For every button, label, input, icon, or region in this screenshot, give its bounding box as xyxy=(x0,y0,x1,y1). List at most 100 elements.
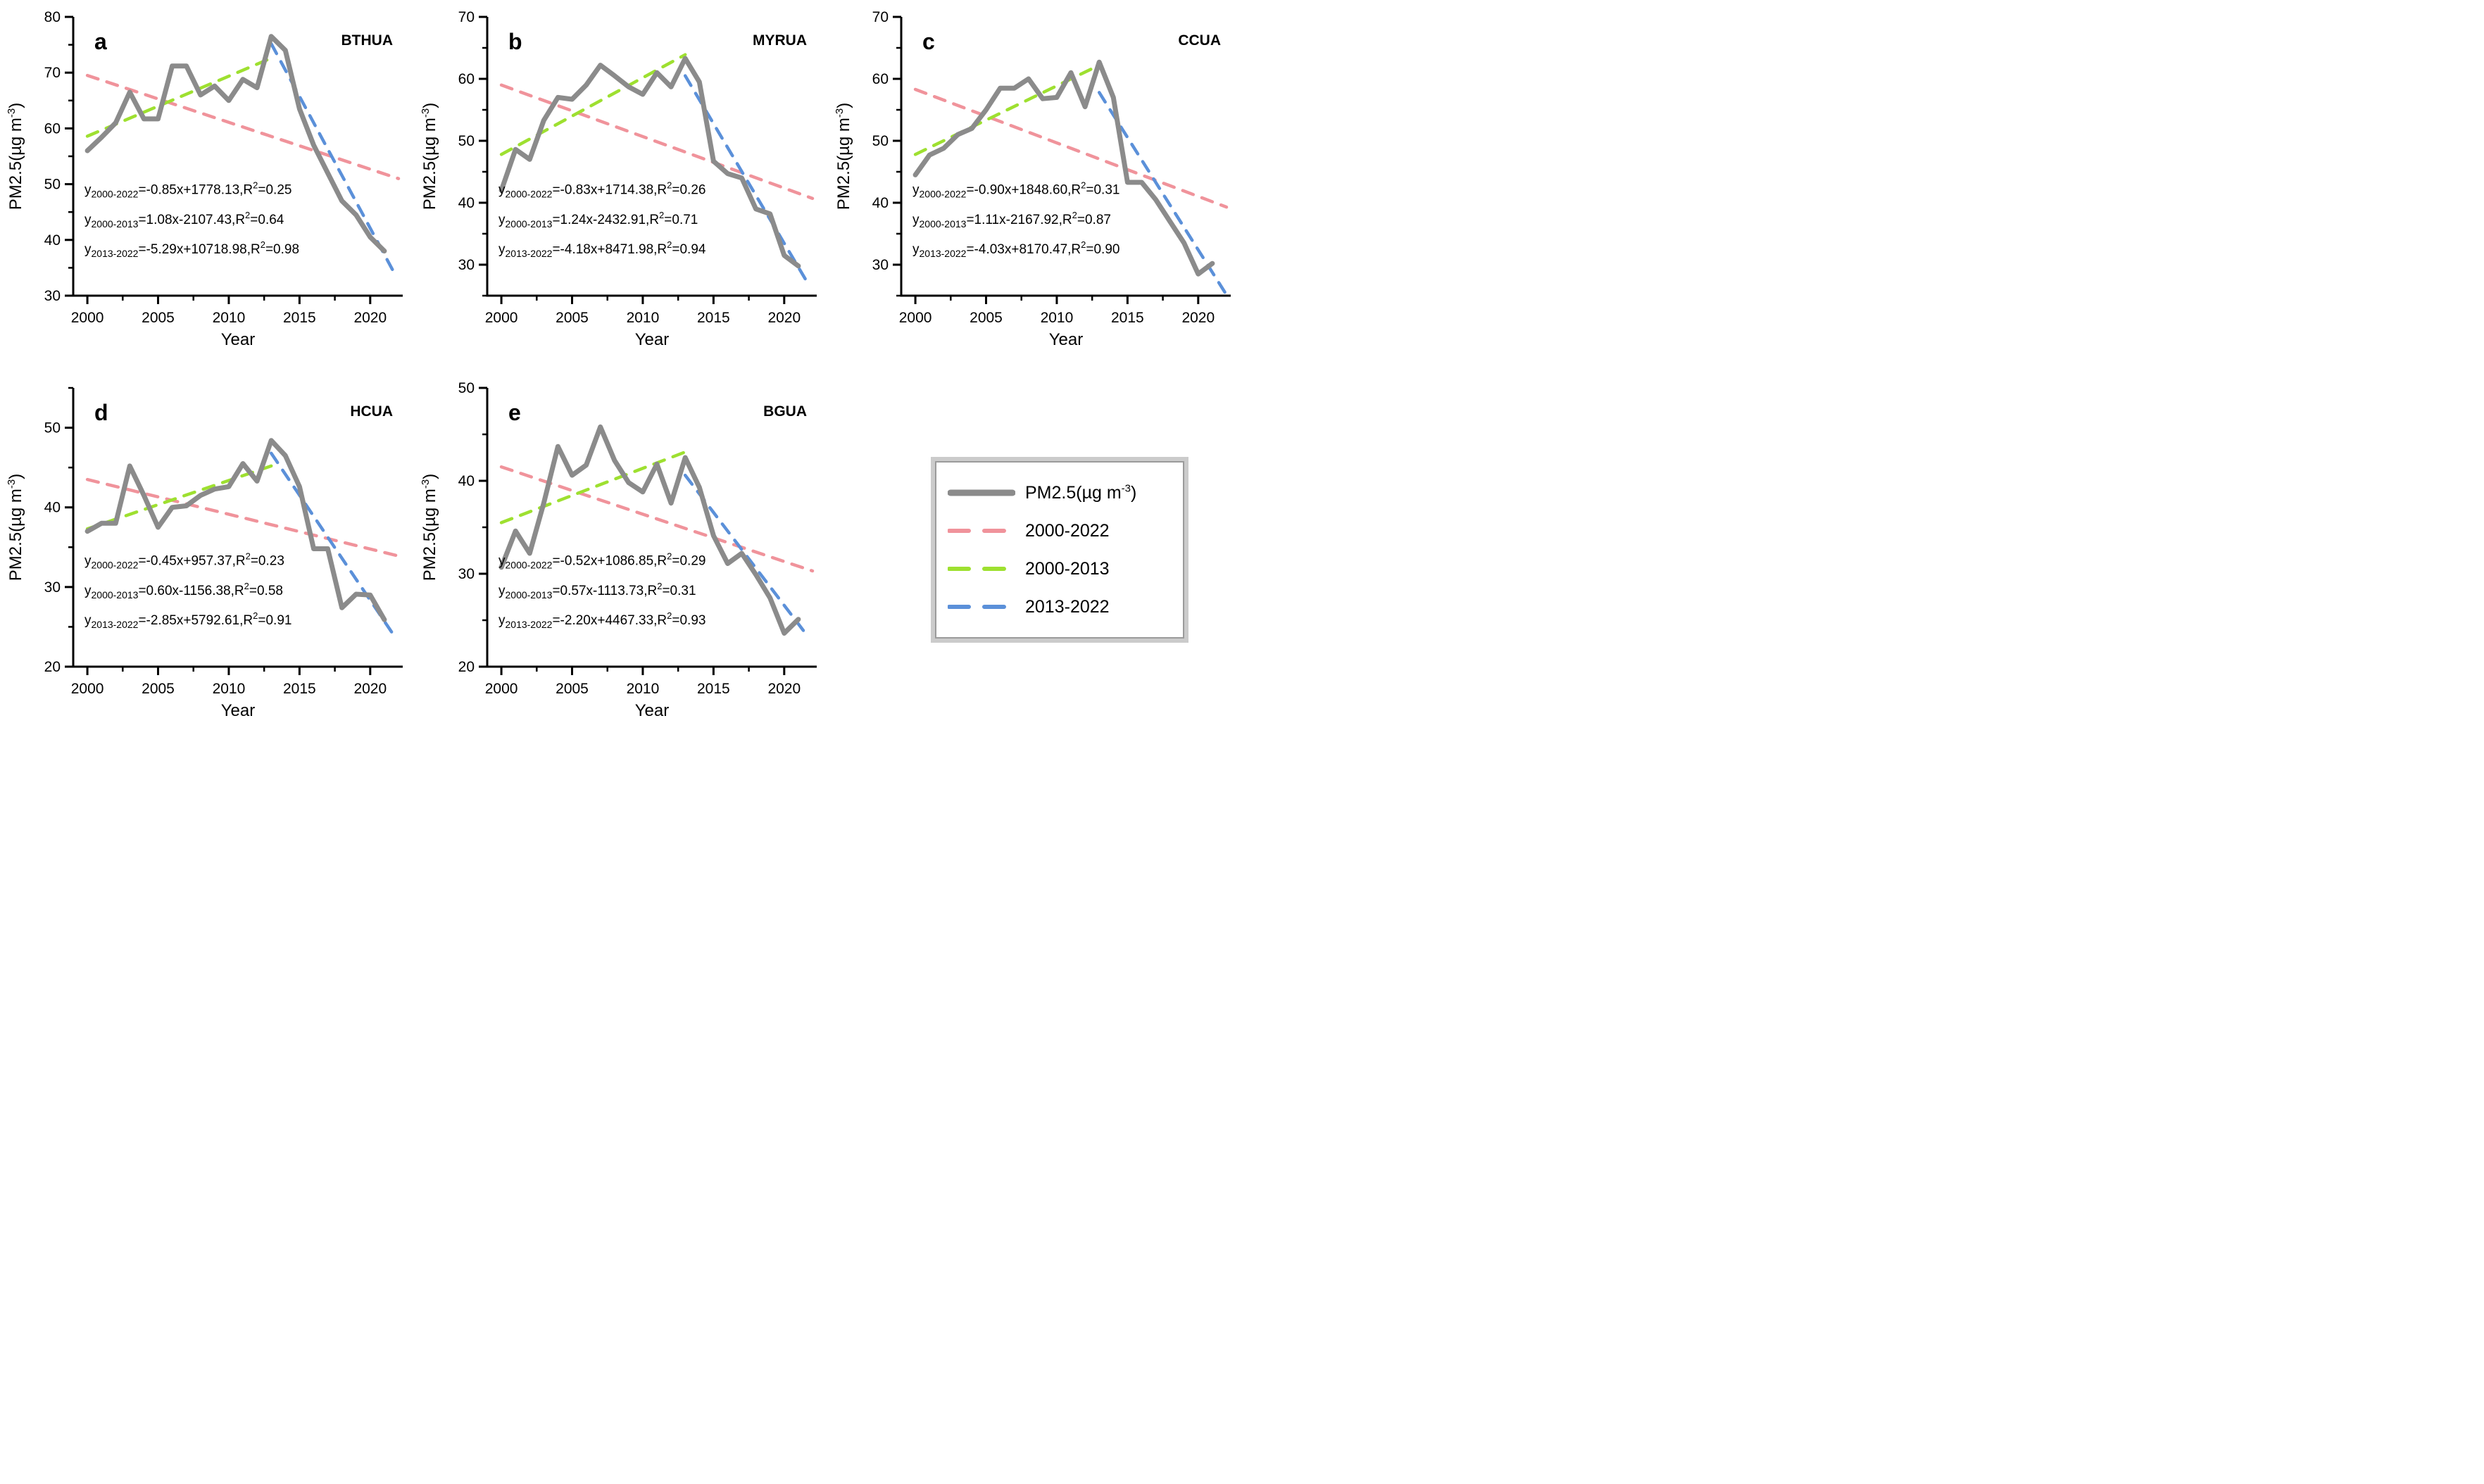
equation-2000-2022-e: y2000-2022=-0.52x+1086.85,R2=0.29 xyxy=(498,551,705,570)
panel-c-chart: 30 40 50 60 70 2000 2005 2010 2015 2020 Year PM2.5(… xyxy=(834,9,1231,349)
legend-label-2000-2022: 2000-2022 xyxy=(1025,520,1110,541)
y-tick-label: 50 xyxy=(872,133,889,149)
panel-letter-c: c xyxy=(922,29,935,54)
y-axis-title: PM2.5(µg m-3) xyxy=(834,103,853,210)
y-tick-label: 20 xyxy=(458,659,475,675)
x-tick-label: 2005 xyxy=(142,310,175,326)
x-tick-label: 2015 xyxy=(283,310,316,326)
x-tick-label: 2020 xyxy=(1181,310,1215,326)
panel-a-cell: 30 40 50 60 70 80 2000 2005 2010 2015 2020 Year PM2.… xyxy=(0,0,414,371)
y-tick-label: 50 xyxy=(458,133,475,149)
panel-e-chart: 20 30 40 50 2000 2005 2010 2015 2020 Year PM2.5(µg… xyxy=(420,380,817,720)
y-axis-title: PM2.5(µg m-3) xyxy=(6,474,25,581)
y-tick-label: 50 xyxy=(44,420,61,436)
y-tick-label: 30 xyxy=(44,288,61,304)
legend-item-pm25: PM2.5(µg m-3) xyxy=(948,474,1176,512)
equation-2000-2013-d: y2000-2013=0.60x-1156.38,R2=0.58 xyxy=(84,581,283,600)
y-axis-title: PM2.5(µg m-3) xyxy=(420,474,439,581)
y-tick-label: 70 xyxy=(458,9,475,25)
y-tick-label: 40 xyxy=(872,195,889,211)
x-tick-label: 2000 xyxy=(485,310,518,326)
y-tick-label: 70 xyxy=(44,65,61,81)
x-tick-label: 2010 xyxy=(213,310,246,326)
equation-2000-2022-d: y2000-2022=-0.45x+957.37,R2=0.23 xyxy=(84,551,284,570)
y-tick-label: 30 xyxy=(872,257,889,273)
panel-title-b: MYRUA xyxy=(753,32,807,49)
legend-label-pm25: PM2.5(µg m-3) xyxy=(1025,482,1137,503)
equation-2013-2022-d: y2013-2022=-2.85x+5792.61,R2=0.91 xyxy=(84,610,291,630)
x-tick-label: 2000 xyxy=(485,681,518,697)
y-tick-label: 40 xyxy=(458,473,475,489)
x-tick-label: 2020 xyxy=(353,681,387,697)
y-tick-label: 40 xyxy=(44,232,61,249)
x-tick-label: 2015 xyxy=(1111,310,1144,326)
y-tick-label: 30 xyxy=(44,579,61,596)
pm25-line-sample xyxy=(948,489,1015,496)
panel-b-chart: 30 40 50 60 70 2000 2005 2010 2015 2020 Year PM2.5(… xyxy=(420,9,817,349)
pm25-line-d xyxy=(84,438,387,622)
x-axis-title: Year xyxy=(635,330,670,349)
trend-2000-2022-sample xyxy=(948,529,1015,533)
x-tick-label: 2010 xyxy=(1041,310,1074,326)
pm25-trends-figure: 30 40 50 60 70 80 2000 2005 2010 2015 2020 Year PM2.… xyxy=(0,0,1242,742)
panel-letter-b: b xyxy=(508,29,522,54)
pm25-line-c xyxy=(912,59,1215,277)
x-tick-label: 2020 xyxy=(767,681,801,697)
x-axis-title: Year xyxy=(1049,330,1084,349)
panel-d-chart: 20 30 40 50 2000 2005 2010 2015 2020 Year PM2.5(µg… xyxy=(6,386,403,720)
panel-title-a: BTHUA xyxy=(341,32,394,49)
equation-2000-2022-b: y2000-2022=-0.83x+1714.38,R2=0.26 xyxy=(498,180,705,199)
equation-2000-2022-c: y2000-2022=-0.90x+1848.60,R2=0.31 xyxy=(912,180,1119,199)
trend-line-2000_2013-b xyxy=(499,53,687,156)
panel-letter-a: a xyxy=(94,29,107,54)
equation-2000-2022-a: y2000-2022=-0.85x+1778.13,R2=0.25 xyxy=(84,180,291,199)
y-tick-label: 60 xyxy=(458,71,475,87)
trend-line-2000_2022-e xyxy=(499,465,815,573)
legend-label-2000-2013: 2000-2013 xyxy=(1025,558,1110,579)
trend-line-2013_2022-e xyxy=(683,473,810,639)
x-tick-label: 2020 xyxy=(353,310,387,326)
x-tick-label: 2000 xyxy=(899,310,932,326)
x-tick-label: 2010 xyxy=(627,310,660,326)
equation-2000-2013-b: y2000-2013=1.24x-2432.91,R2=0.71 xyxy=(498,210,698,229)
trend-line-2000_2022-a xyxy=(85,73,401,180)
legend-inner: PM2.5(µg m-3) 2000-2022 2000-2013 xyxy=(935,461,1184,639)
y-axis-title: PM2.5(µg m-3) xyxy=(6,103,25,210)
panel-c-cell: 30 40 50 60 70 2000 2005 2010 2015 2020 Year PM2.5(… xyxy=(828,0,1242,371)
equation-2013-2022-c: y2013-2022=-4.03x+8170.47,R2=0.90 xyxy=(912,239,1119,259)
trend-line-2000_2022-d xyxy=(85,477,401,558)
panel-title-c: CCUA xyxy=(1178,32,1221,49)
y-tick-label: 60 xyxy=(44,120,61,137)
equation-2013-2022-a: y2013-2022=-5.29x+10718.98,R2=0.98 xyxy=(84,239,299,259)
pm25-line-e xyxy=(498,424,801,636)
pm25-line-b xyxy=(498,56,801,269)
x-tick-label: 2005 xyxy=(970,310,1003,326)
trend-line-2000_2022-b xyxy=(499,83,815,201)
y-tick-label: 50 xyxy=(44,177,61,193)
pm25-line-a xyxy=(84,34,387,254)
trend-line-2000_2013-a xyxy=(85,56,273,138)
x-tick-label: 2000 xyxy=(71,681,104,697)
x-tick-label: 2000 xyxy=(71,310,104,326)
y-tick-label: 50 xyxy=(458,380,475,396)
y-tick-label: 70 xyxy=(872,9,889,25)
x-axis-title: Year xyxy=(221,330,256,349)
y-tick-label: 20 xyxy=(44,659,61,675)
x-tick-label: 2020 xyxy=(767,310,801,326)
x-tick-label: 2015 xyxy=(283,681,316,697)
y-tick-label: 40 xyxy=(458,195,475,211)
x-tick-label: 2010 xyxy=(627,681,660,697)
y-tick-label: 60 xyxy=(872,71,889,87)
x-tick-label: 2010 xyxy=(213,681,246,697)
equation-2000-2013-e: y2000-2013=0.57x-1113.73,R2=0.31 xyxy=(498,581,696,600)
x-tick-label: 2005 xyxy=(556,310,589,326)
equation-2000-2013-c: y2000-2013=1.11x-2167.92,R2=0.87 xyxy=(912,210,1111,229)
legend-item-2000-2022: 2000-2022 xyxy=(948,512,1176,550)
legend-item-2000-2013: 2000-2013 xyxy=(948,550,1176,588)
equation-2000-2013-a: y2000-2013=1.08x-2107.43,R2=0.64 xyxy=(84,210,284,229)
legend-item-2013-2022: 2013-2022 xyxy=(948,588,1176,626)
y-tick-label: 30 xyxy=(458,566,475,582)
x-axis-title: Year xyxy=(221,701,256,720)
panel-b-cell: 30 40 50 60 70 2000 2005 2010 2015 2020 Year PM2.5(… xyxy=(414,0,828,371)
panel-letter-e: e xyxy=(508,400,521,425)
